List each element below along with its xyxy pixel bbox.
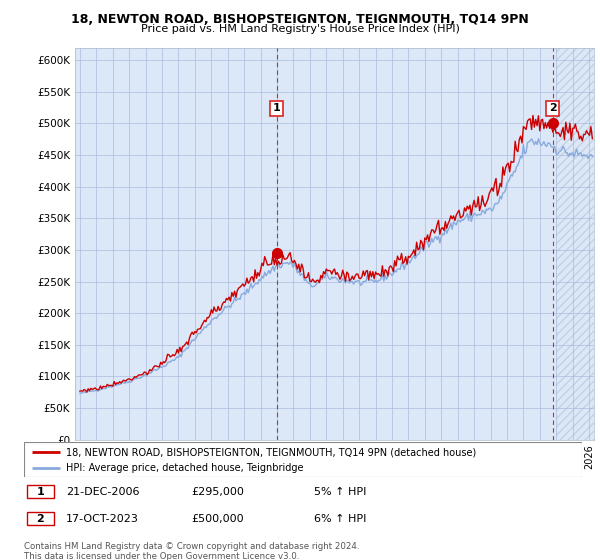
Text: 18, NEWTON ROAD, BISHOPSTEIGNTON, TEIGNMOUTH, TQ14 9PN (detached house): 18, NEWTON ROAD, BISHOPSTEIGNTON, TEIGNM…: [66, 447, 476, 457]
Bar: [27, 512, 53, 525]
Text: 17-OCT-2023: 17-OCT-2023: [66, 514, 139, 524]
Text: HPI: Average price, detached house, Teignbridge: HPI: Average price, detached house, Teig…: [66, 463, 304, 473]
Text: 6% ↑ HPI: 6% ↑ HPI: [314, 514, 367, 524]
Bar: [27, 486, 53, 498]
Text: 18, NEWTON ROAD, BISHOPSTEIGNTON, TEIGNMOUTH, TQ14 9PN: 18, NEWTON ROAD, BISHOPSTEIGNTON, TEIGNM…: [71, 13, 529, 26]
Text: 1: 1: [272, 104, 280, 113]
Bar: [556, 48, 594, 440]
Text: £500,000: £500,000: [191, 514, 244, 524]
Text: Contains HM Land Registry data © Crown copyright and database right 2024.
This d: Contains HM Land Registry data © Crown c…: [24, 542, 359, 560]
Text: £295,000: £295,000: [191, 487, 244, 497]
Text: 5% ↑ HPI: 5% ↑ HPI: [314, 487, 367, 497]
Text: 2: 2: [37, 514, 44, 524]
Text: 1: 1: [37, 487, 44, 497]
Text: 2: 2: [549, 104, 557, 113]
Text: Price paid vs. HM Land Registry's House Price Index (HPI): Price paid vs. HM Land Registry's House …: [140, 24, 460, 34]
Text: 21-DEC-2006: 21-DEC-2006: [66, 487, 139, 497]
